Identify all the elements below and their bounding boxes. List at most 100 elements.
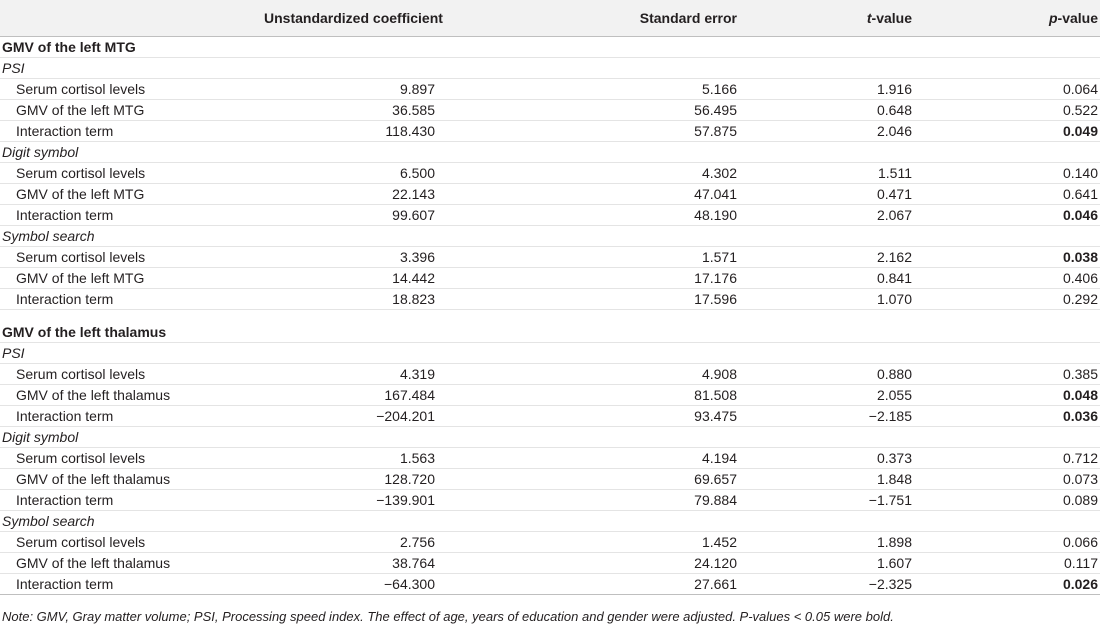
- coefficient-cell: 38.764: [260, 552, 435, 574]
- p-value-cell: 0.038: [912, 246, 1100, 268]
- group-row: Digit symbol: [0, 141, 1100, 163]
- t-value-cell: 1.898: [737, 531, 912, 553]
- group-title: Digit symbol: [0, 426, 1100, 448]
- table-row: Interaction term −204.201 93.475 −2.185 0.03…: [0, 405, 1100, 427]
- coefficient-cell: 118.430: [260, 120, 435, 142]
- standard-error-cell: 47.041: [435, 183, 737, 205]
- coefficient-cell: −64.300: [260, 573, 435, 595]
- section-title: GMV of the left MTG: [0, 36, 1100, 58]
- coefficient-cell: 3.396: [260, 246, 435, 268]
- header-t-rest: -value: [871, 9, 912, 26]
- p-value-cell: 0.026: [912, 573, 1100, 595]
- group-title: Symbol search: [0, 225, 1100, 247]
- standard-error-cell: 1.452: [435, 531, 737, 553]
- coefficient-cell: 167.484: [260, 384, 435, 406]
- t-value-cell: 1.511: [737, 162, 912, 184]
- section-row: GMV of the left thalamus: [0, 309, 1100, 343]
- table-row: Serum cortisol levels 2.756 1.452 1.898 0.06…: [0, 531, 1100, 553]
- standard-error-cell: 4.194: [435, 447, 737, 469]
- p-value-cell: 0.073: [912, 468, 1100, 490]
- row-label: GMV of the left MTG: [0, 183, 260, 205]
- row-label: GMV of the left MTG: [0, 267, 260, 289]
- coefficient-cell: 22.143: [260, 183, 435, 205]
- table-row: Interaction term 118.430 57.875 2.046 0.049: [0, 120, 1100, 142]
- row-label: Serum cortisol levels: [0, 363, 260, 385]
- p-value-cell: 0.046: [912, 204, 1100, 226]
- standard-error-cell: 57.875: [435, 120, 737, 142]
- section-row: GMV of the left MTG: [0, 36, 1100, 58]
- standard-error-cell: 24.120: [435, 552, 737, 574]
- row-label: Interaction term: [0, 288, 260, 310]
- row-label: GMV of the left thalamus: [0, 552, 260, 574]
- coefficient-cell: 9.897: [260, 78, 435, 100]
- table-row: GMV of the left thalamus 167.484 81.508 2.0…: [0, 384, 1100, 406]
- coefficient-cell: −204.201: [260, 405, 435, 427]
- p-value-cell: 0.036: [912, 405, 1100, 427]
- table-row: Serum cortisol levels 1.563 4.194 0.373 0.71…: [0, 447, 1100, 469]
- coefficient-cell: −139.901: [260, 489, 435, 511]
- t-value-cell: −2.325: [737, 573, 912, 595]
- standard-error-cell: 27.661: [435, 573, 737, 595]
- p-value-cell: 0.292: [912, 288, 1100, 310]
- row-label: Serum cortisol levels: [0, 246, 260, 268]
- p-value-cell: 0.049: [912, 120, 1100, 142]
- group-row: PSI: [0, 57, 1100, 79]
- standard-error-cell: 4.302: [435, 162, 737, 184]
- group-row: Symbol search: [0, 510, 1100, 532]
- group-title: PSI: [0, 57, 1100, 79]
- table-row: Serum cortisol levels 3.396 1.571 2.162 0.03…: [0, 246, 1100, 268]
- t-value-cell: 0.373: [737, 447, 912, 469]
- t-value-cell: 0.880: [737, 363, 912, 385]
- p-value-cell: 0.066: [912, 531, 1100, 553]
- p-value-cell: 0.089: [912, 489, 1100, 511]
- group-row: Symbol search: [0, 225, 1100, 247]
- p-value-cell: 0.140: [912, 162, 1100, 184]
- t-value-cell: 1.916: [737, 78, 912, 100]
- group-row: PSI: [0, 342, 1100, 364]
- row-label: Serum cortisol levels: [0, 447, 260, 469]
- standard-error-cell: 56.495: [435, 99, 737, 121]
- header-row: Unstandardized coefficient Standard erro…: [0, 0, 1100, 37]
- header-p-rest: -value: [1057, 9, 1098, 26]
- p-value-cell: 0.712: [912, 447, 1100, 469]
- table-row: GMV of the left thalamus 128.720 69.657 1.8…: [0, 468, 1100, 490]
- standard-error-cell: 93.475: [435, 405, 737, 427]
- table-row: Interaction term −139.901 79.884 −1.751 0.08…: [0, 489, 1100, 511]
- coefficient-cell: 6.500: [260, 162, 435, 184]
- t-value-cell: 0.648: [737, 99, 912, 121]
- row-label: GMV of the left MTG: [0, 99, 260, 121]
- standard-error-cell: 17.596: [435, 288, 737, 310]
- standard-error-cell: 17.176: [435, 267, 737, 289]
- t-value-cell: −1.751: [737, 489, 912, 511]
- t-value-cell: 2.046: [737, 120, 912, 142]
- p-value-cell: 0.385: [912, 363, 1100, 385]
- t-value-cell: 2.162: [737, 246, 912, 268]
- t-value-cell: 0.471: [737, 183, 912, 205]
- row-label: GMV of the left thalamus: [0, 384, 260, 406]
- row-label: Interaction term: [0, 120, 260, 142]
- table-header: Unstandardized coefficient Standard erro…: [0, 0, 1100, 37]
- t-value-cell: 2.067: [737, 204, 912, 226]
- coefficient-cell: 18.823: [260, 288, 435, 310]
- table-row: Interaction term −64.300 27.661 −2.325 0.026: [0, 573, 1100, 595]
- standard-error-cell: 48.190: [435, 204, 737, 226]
- group-title: Digit symbol: [0, 141, 1100, 163]
- table-row: GMV of the left thalamus 38.764 24.120 1.60…: [0, 552, 1100, 574]
- row-label: GMV of the left thalamus: [0, 468, 260, 490]
- t-value-cell: 1.607: [737, 552, 912, 574]
- t-value-cell: −2.185: [737, 405, 912, 427]
- coefficient-cell: 99.607: [260, 204, 435, 226]
- group-title: Symbol search: [0, 510, 1100, 532]
- t-value-cell: 1.848: [737, 468, 912, 490]
- standard-error-cell: 81.508: [435, 384, 737, 406]
- row-label: Serum cortisol levels: [0, 78, 260, 100]
- p-value-cell: 0.117: [912, 552, 1100, 574]
- table-row: GMV of the left MTG 36.585 56.495 0.648 0.52…: [0, 99, 1100, 121]
- standard-error-cell: 5.166: [435, 78, 737, 100]
- header-standard-error: Standard error: [435, 0, 737, 37]
- table-row: Interaction term 18.823 17.596 1.070 0.292: [0, 288, 1100, 310]
- table-row: GMV of the left MTG 22.143 47.041 0.471 0.64…: [0, 183, 1100, 205]
- coefficient-cell: 4.319: [260, 363, 435, 385]
- coefficient-cell: 1.563: [260, 447, 435, 469]
